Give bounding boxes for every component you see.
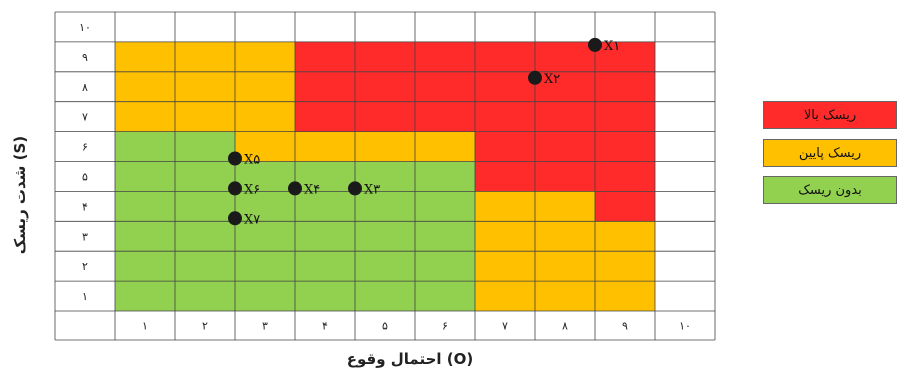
y-tick-label: ۱ xyxy=(82,290,88,303)
y-tick-label: ۱۰ xyxy=(79,21,91,34)
x-tick-label: ۷ xyxy=(502,320,508,333)
x-tick-label: ۴ xyxy=(322,320,328,333)
risk-point-label: X۳ xyxy=(364,182,380,197)
zone-high xyxy=(595,191,655,222)
y-tick-label: ۸ xyxy=(82,81,88,94)
x-axis-title: احتمال وقوع (O) xyxy=(346,350,474,368)
risk-point xyxy=(228,181,242,196)
y-tick-labels: ۱ ۲ ۳ ۴ ۵ ۶ ۷ ۸ ۹ ۱۰ xyxy=(79,21,91,303)
grid-lines xyxy=(54,11,716,341)
x-tick-label: ۲ xyxy=(202,320,208,333)
risk-point xyxy=(348,181,362,196)
y-tick-label: ۳ xyxy=(82,230,88,243)
x-tick-label: ۶ xyxy=(442,320,448,333)
risk-point-label: X۲ xyxy=(544,72,560,87)
x-tick-labels: ۱ ۲ ۳ ۴ ۵ ۶ ۷ ۸ ۹ ۱۰ xyxy=(142,320,691,333)
legend-no-risk: بدون ریسک xyxy=(763,176,897,204)
legend-high-risk: ریسک بالا xyxy=(763,101,897,129)
risk-zones xyxy=(115,41,655,311)
y-tick-label: ۲ xyxy=(82,260,88,273)
y-tick-label: ۶ xyxy=(82,141,88,154)
y-tick-label: ۵ xyxy=(82,170,88,183)
zone-low xyxy=(235,131,295,162)
risk-point xyxy=(588,37,602,52)
risk-point xyxy=(228,151,242,166)
y-tick-label: ۹ xyxy=(82,51,88,64)
x-tick-label: ۸ xyxy=(562,320,568,333)
zone-low xyxy=(295,131,475,162)
risk-point xyxy=(228,211,242,226)
x-tick-label: ۹ xyxy=(622,320,628,333)
risk-point xyxy=(288,181,302,196)
risk-point-label: X۴ xyxy=(304,182,320,197)
zone-low xyxy=(115,41,295,132)
y-axis-title: شدت ریسک (S) xyxy=(11,135,29,255)
x-tick-label: ۵ xyxy=(382,320,388,333)
risk-point-label: X۵ xyxy=(244,153,260,168)
x-tick-label: ۱ xyxy=(142,320,148,333)
y-tick-label: ۴ xyxy=(82,200,88,213)
x-tick-label: ۳ xyxy=(262,320,268,333)
x-tick-label: ۱۰ xyxy=(679,320,691,333)
legend-low-risk: ریسک پایین xyxy=(763,139,897,167)
y-tick-label: ۷ xyxy=(82,111,88,124)
risk-point xyxy=(528,70,542,85)
risk-point-label: X۱ xyxy=(604,39,620,54)
risk-point-label: X۷ xyxy=(244,212,260,227)
risk-points: X۱ X۲ X۳ X۴ X۵ X۶ X۷ xyxy=(228,37,620,227)
risk-point-label: X۶ xyxy=(244,182,260,197)
